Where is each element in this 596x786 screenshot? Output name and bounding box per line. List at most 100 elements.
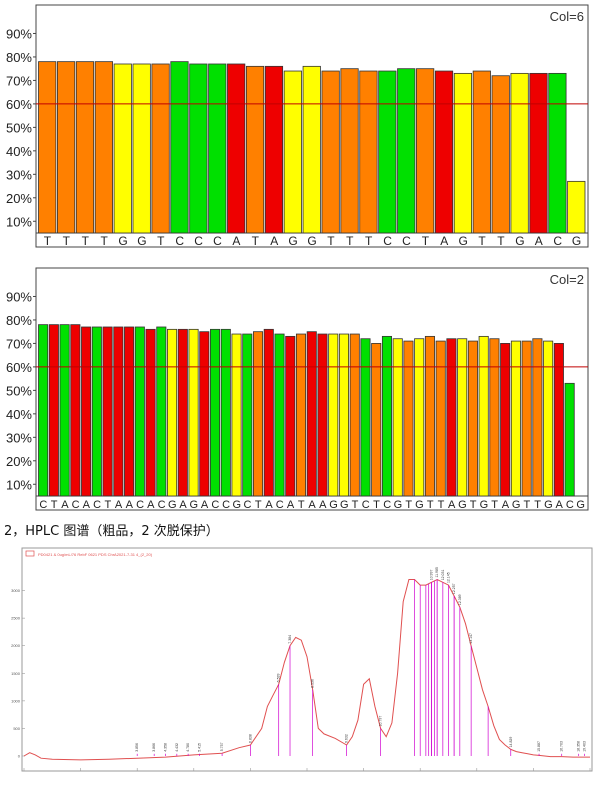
x-tick-label: T bbox=[104, 499, 111, 511]
bar bbox=[340, 68, 359, 234]
x-tick-label: T bbox=[438, 499, 445, 511]
x-tick-label: A bbox=[287, 499, 295, 511]
bar bbox=[210, 328, 221, 497]
x-tick-label: A bbox=[115, 499, 123, 511]
bar bbox=[567, 180, 586, 234]
x-tick-label: A bbox=[270, 234, 278, 248]
x-tick-label: G bbox=[233, 499, 242, 511]
y-tick-label: 60% bbox=[6, 360, 32, 375]
y-tick-label: 50% bbox=[6, 120, 32, 135]
bar bbox=[48, 324, 59, 497]
bar bbox=[478, 335, 489, 497]
bar bbox=[38, 324, 49, 497]
bar bbox=[81, 326, 92, 497]
bar bbox=[317, 333, 328, 497]
bar bbox=[328, 333, 339, 497]
bar bbox=[134, 326, 145, 497]
bar bbox=[378, 70, 397, 234]
bar bbox=[177, 328, 188, 497]
bar bbox=[414, 338, 425, 497]
bar bbox=[283, 70, 302, 234]
x-tick-label: T bbox=[365, 234, 373, 248]
bar bbox=[199, 331, 210, 497]
x-tick-label: A bbox=[448, 499, 456, 511]
bar bbox=[295, 333, 307, 497]
x-tick-label: G bbox=[288, 234, 297, 248]
x-tick-label: C bbox=[383, 234, 392, 248]
y-tick-label: 10% bbox=[6, 477, 32, 492]
bar bbox=[170, 61, 189, 234]
bar bbox=[59, 324, 70, 497]
y-tick-label: 70% bbox=[6, 73, 32, 88]
bar bbox=[70, 324, 81, 497]
bar bbox=[434, 70, 454, 234]
y-tick-label: 40% bbox=[6, 407, 32, 422]
bar bbox=[453, 72, 473, 234]
bar bbox=[553, 343, 564, 497]
bar bbox=[510, 72, 529, 234]
bar bbox=[359, 70, 378, 234]
peak-label: 6.838 bbox=[248, 734, 252, 743]
x-tick-label: A bbox=[555, 499, 563, 511]
peak-label: 12.257 bbox=[452, 583, 456, 594]
bar bbox=[264, 65, 284, 234]
hplc-chart: PD0421 & 0ug/mL/76 RebF 0621 PDS ChrA202… bbox=[11, 547, 593, 772]
bar bbox=[532, 338, 543, 497]
bar bbox=[94, 61, 113, 234]
x-tick-label: A bbox=[232, 234, 240, 248]
bar bbox=[208, 63, 227, 234]
x-tick-label: C bbox=[175, 234, 184, 248]
bar bbox=[263, 328, 274, 497]
bar bbox=[245, 65, 265, 234]
x-tick-label: A bbox=[308, 499, 316, 511]
bar bbox=[167, 328, 178, 497]
x-tick-label: T bbox=[491, 499, 498, 511]
x-tick-label: C bbox=[72, 499, 80, 511]
x-tick-label: G bbox=[458, 499, 467, 511]
peak-label: 10.997 bbox=[430, 570, 434, 581]
peak-label: 12.145 bbox=[447, 572, 451, 583]
x-tick-label: C bbox=[93, 499, 101, 511]
x-tick-label: G bbox=[137, 234, 146, 248]
annotation: Col=6 bbox=[550, 9, 584, 24]
bar bbox=[91, 326, 102, 497]
x-tick-label: C bbox=[194, 234, 203, 248]
bar bbox=[231, 333, 242, 497]
bar bbox=[491, 75, 510, 234]
y-tick-label: 60% bbox=[6, 97, 32, 112]
peak-label: 16.703 bbox=[560, 741, 564, 752]
x-tick-label: A bbox=[83, 499, 91, 511]
peak-label: 5.415 bbox=[197, 743, 201, 752]
bar bbox=[392, 338, 403, 497]
x-tick-label: T bbox=[298, 499, 305, 511]
bar bbox=[446, 338, 457, 497]
y-tick-label: 90% bbox=[6, 26, 32, 41]
bar bbox=[151, 63, 170, 234]
x-tick-label: G bbox=[515, 234, 524, 248]
bar bbox=[521, 340, 532, 497]
x-tick-label: T bbox=[82, 234, 90, 248]
bar bbox=[285, 335, 296, 497]
y-tick-label: 20% bbox=[6, 454, 32, 469]
x-tick-label: G bbox=[480, 499, 489, 511]
x-tick-label: C bbox=[362, 499, 370, 511]
x-tick-label: A bbox=[440, 234, 448, 248]
y-tick-label: 80% bbox=[6, 50, 32, 65]
x-tick-label: T bbox=[422, 234, 430, 248]
peak-label: 12.031 bbox=[441, 570, 445, 581]
x-tick-label: T bbox=[524, 499, 531, 511]
x-tick-label: T bbox=[478, 234, 486, 248]
x-tick-label: G bbox=[572, 234, 581, 248]
bar bbox=[102, 326, 113, 497]
bar bbox=[253, 331, 264, 497]
x-tick-label: G bbox=[576, 499, 585, 511]
bar bbox=[489, 338, 500, 497]
x-tick-label: G bbox=[168, 499, 177, 511]
peak-label: 14.829 bbox=[509, 737, 513, 748]
peak-label: 19.403 bbox=[582, 741, 586, 752]
peak-label: 7.384 bbox=[288, 635, 292, 644]
bar bbox=[220, 328, 231, 497]
bar bbox=[457, 338, 468, 497]
x-tick-label: C bbox=[136, 499, 144, 511]
x-tick-label: T bbox=[373, 499, 380, 511]
